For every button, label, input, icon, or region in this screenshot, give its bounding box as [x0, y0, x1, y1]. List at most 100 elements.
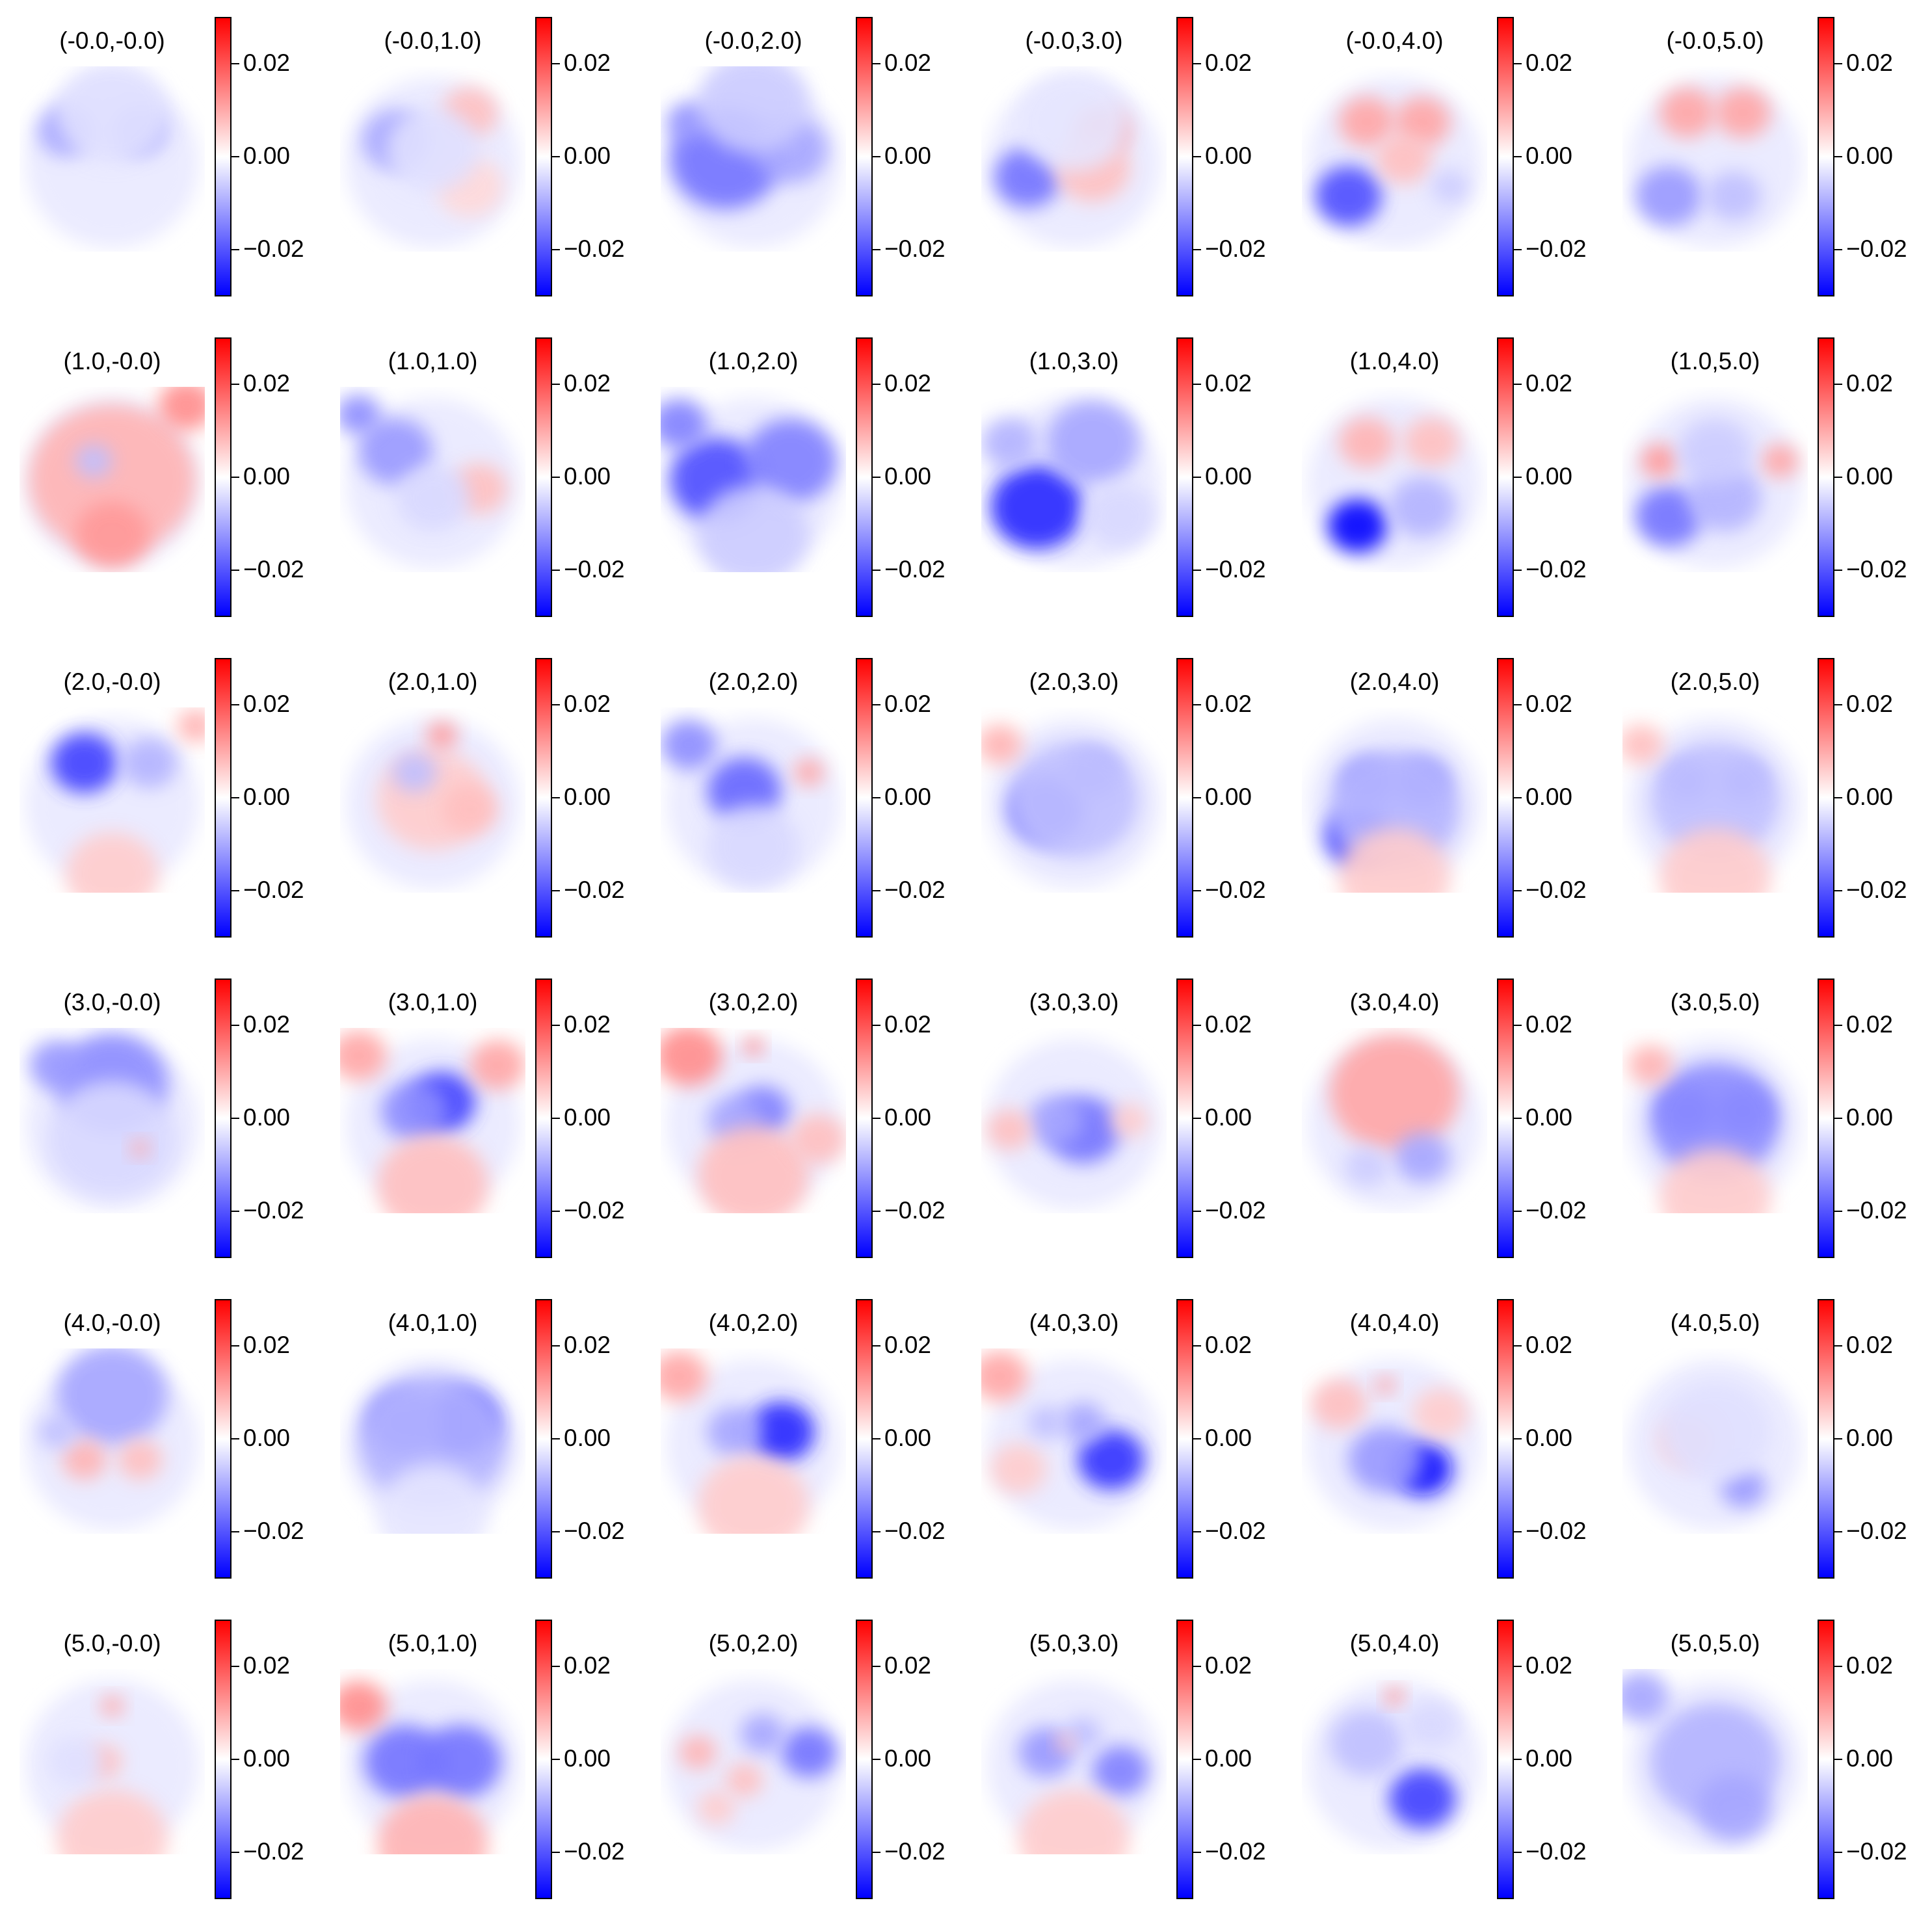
heatmap-panel: (3.0,2.0) 0.02 0.00 −0.02	[661, 962, 966, 1274]
colorbar-tick-label: −0.02	[1846, 556, 1907, 583]
heatmap-blob	[1628, 1045, 1673, 1085]
heatmap-image	[20, 387, 205, 572]
colorbar-tick-label: 0.02	[1526, 690, 1573, 717]
colorbar-tick-label: 0.00	[564, 1745, 611, 1772]
colorbar-tick	[552, 570, 560, 571]
heatmap-blob	[340, 1681, 387, 1731]
colorbar-tick	[1834, 249, 1842, 251]
heatmap-blob	[1388, 477, 1456, 538]
heatmap-image	[1622, 1669, 1808, 1854]
heatmap-blob	[990, 1443, 1046, 1494]
heatmap-blob	[1660, 828, 1771, 893]
colorbar-tick-label: 0.02	[564, 1010, 611, 1038]
colorbar-tick-label: 0.00	[1526, 1425, 1573, 1451]
heatmap-blob	[1635, 166, 1702, 226]
colorbar-tick	[1193, 1211, 1201, 1213]
colorbar-tick	[1834, 1345, 1842, 1347]
panel-title: (4.0,4.0)	[1349, 1309, 1440, 1336]
colorbar	[215, 979, 232, 1258]
heatmap-panel: (2.0,2.0) 0.02 0.00 −0.02	[661, 641, 966, 953]
panel-title: (1.0,2.0)	[708, 348, 799, 374]
heatmap-blob	[986, 1109, 1031, 1150]
colorbar-tick	[873, 890, 880, 892]
colorbar-tick-label: 0.00	[1526, 142, 1573, 169]
panel-title: (-0.0,1.0)	[384, 27, 482, 54]
colorbar	[1818, 337, 1834, 617]
heatmap-image	[340, 387, 525, 572]
panel-title: (-0.0,4.0)	[1345, 27, 1444, 54]
heatmap-blob	[358, 418, 433, 486]
colorbar-tick	[1193, 1118, 1201, 1119]
colorbar-tick	[873, 1852, 880, 1854]
colorbar	[1497, 1299, 1514, 1579]
colorbar	[215, 1299, 232, 1579]
colorbar-tick-label: 0.00	[1846, 142, 1894, 169]
heatmap-image	[1302, 1669, 1487, 1854]
colorbar	[535, 337, 552, 617]
heatmap-blob	[1111, 1103, 1148, 1138]
colorbar-tick	[1834, 383, 1842, 385]
heatmap-blob	[1715, 87, 1771, 138]
colorbar-tick	[552, 1345, 560, 1347]
colorbar	[1176, 337, 1193, 617]
colorbar-tick-label: −0.02	[243, 876, 304, 904]
colorbar-tick-label: −0.02	[1205, 1197, 1266, 1224]
panel-title: (2.0,2.0)	[708, 668, 799, 695]
colorbar-tick-label: −0.02	[1526, 235, 1587, 263]
colorbar-tick	[1514, 477, 1522, 478]
heatmap-blob	[1311, 1379, 1367, 1429]
heatmap-panel: (1.0,3.0) 0.02 0.00 −0.02	[981, 321, 1287, 633]
heatmap-image	[1622, 66, 1808, 252]
colorbar-tick-label: −0.02	[1846, 1197, 1907, 1224]
heatmap-panel: (2.0,3.0) 0.02 0.00 −0.02	[981, 641, 1287, 953]
colorbar-tick	[1834, 1024, 1842, 1026]
colorbar-tick	[1514, 1345, 1522, 1347]
colorbar-tick	[873, 1118, 880, 1119]
panel-title: (1.0,1.0)	[388, 348, 478, 374]
colorbar-tick	[1193, 1345, 1201, 1347]
heatmap-blob	[698, 1791, 735, 1825]
heatmap-blob	[661, 719, 717, 770]
heatmap-image	[661, 1348, 846, 1534]
colorbar-tick-label: 0.02	[884, 369, 932, 397]
colorbar-tick-label: −0.02	[564, 1838, 625, 1865]
heatmap-blob	[1385, 1688, 1404, 1705]
colorbar-tick	[1514, 890, 1522, 892]
colorbar	[1176, 1620, 1193, 1899]
colorbar-tick	[873, 62, 880, 64]
colorbar	[535, 1299, 552, 1579]
colorbar-tick-label: −0.02	[1526, 1838, 1587, 1865]
panel-title: (-0.0,3.0)	[1025, 27, 1123, 54]
colorbar-tick	[1834, 1665, 1842, 1667]
heatmap-panel: (1.0,4.0) 0.02 0.00 −0.02	[1302, 321, 1608, 633]
colorbar-tick-label: 0.00	[243, 1104, 291, 1131]
colorbar-tick-label: 0.02	[1526, 369, 1573, 397]
heatmap-blob	[661, 1028, 722, 1086]
heatmap-panel: (4.0,-0.0) 0.02 0.00 −0.02	[20, 1282, 325, 1594]
heatmap-panel: (5.0,3.0) 0.02 0.00 −0.02	[981, 1603, 1287, 1915]
panel-title: (5.0,-0.0)	[63, 1630, 161, 1657]
heatmap-image	[661, 1028, 846, 1213]
colorbar	[1176, 1299, 1193, 1579]
colorbar-tick	[552, 477, 560, 478]
heatmap-blob	[981, 724, 1022, 765]
colorbar-tick	[1514, 1024, 1522, 1026]
colorbar-tick-label: 0.00	[243, 1745, 291, 1772]
heatmap-blob	[1348, 1426, 1423, 1493]
colorbar-tick-label: −0.02	[564, 1517, 625, 1545]
panel-title: (1.0,4.0)	[1349, 348, 1440, 374]
colorbar-tick	[552, 156, 560, 157]
colorbar-tick	[1514, 703, 1522, 705]
heatmap-image	[981, 1669, 1167, 1854]
colorbar-tick-label: 0.00	[564, 783, 611, 810]
colorbar-tick-label: 0.02	[1205, 1010, 1252, 1038]
colorbar-tick	[232, 1024, 239, 1026]
colorbar-tick-label: 0.00	[564, 1104, 611, 1131]
colorbar-tick	[552, 1024, 560, 1026]
heatmap-blob	[1403, 417, 1460, 467]
heatmap-blob	[1046, 401, 1139, 484]
colorbar-tick	[232, 477, 239, 478]
colorbar-tick	[873, 156, 880, 157]
heatmap-panel: (3.0,4.0) 0.02 0.00 −0.02	[1302, 962, 1608, 1274]
colorbar-tick-label: 0.02	[884, 1331, 932, 1358]
